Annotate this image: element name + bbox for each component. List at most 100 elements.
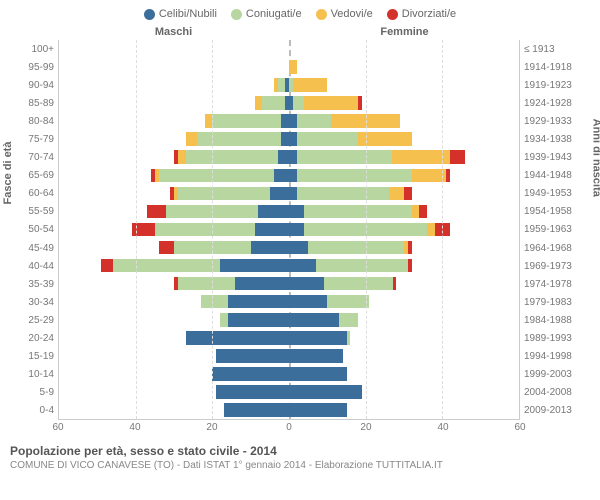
bar-female [289,259,519,273]
birth-label: 1939-1943 [524,149,590,167]
bar-row [59,58,519,76]
bar-segment [159,241,174,255]
bar-segment [289,259,316,273]
bar-segment [289,385,362,399]
bar-segment [358,96,362,110]
bar-segment [404,187,412,201]
legend-label: Celibi/Nubili [159,8,217,20]
bar-male [59,367,289,381]
y-axis-label-right: Anni di nascita [590,119,600,197]
birth-label: 1934-1938 [524,130,590,148]
age-label: 80-84 [10,112,54,130]
x-tick: 40 [129,422,140,433]
bar-female [289,42,519,56]
bar-female [289,367,519,381]
legend-swatch [316,9,327,20]
y-labels-age: 100+95-9990-9485-8980-8475-7970-7465-696… [10,40,58,420]
bar-segment [216,385,289,399]
bar-segment [427,223,435,237]
age-label: 5-9 [10,384,54,402]
y-axis-label-left: Fasce di età [2,142,14,205]
birth-label: 2004-2008 [524,384,590,402]
bar-male [59,385,289,399]
bar-female [289,150,519,164]
bar-segment [297,132,358,146]
bar-segment [327,295,369,309]
bar-male [59,241,289,255]
bar-row [59,220,519,238]
bar-female [289,96,519,110]
age-label: 50-54 [10,221,54,239]
bar-segment [408,259,412,273]
bar-row [59,94,519,112]
bar-segment [289,132,297,146]
bar-segment [262,96,285,110]
bar-row [59,401,519,419]
bar-segment [228,295,289,309]
legend-label: Divorziati/e [402,8,456,20]
bar-segment [393,277,397,291]
birth-label: 1949-1953 [524,185,590,203]
bar-segment [450,150,465,164]
bar-row [59,275,519,293]
bar-segment [186,150,278,164]
age-label: 45-49 [10,239,54,257]
bar-female [289,385,519,399]
grid-line [442,40,443,419]
birth-label: 1929-1933 [524,112,590,130]
age-label: 15-19 [10,348,54,366]
bar-segment [224,403,289,417]
bar-segment [220,259,289,273]
bar-segment [258,205,289,219]
bar-segment [186,331,290,345]
bar-segment [339,313,358,327]
birth-label: ≤ 1913 [524,40,590,58]
bar-segment [216,349,289,363]
birth-label: 1989-1993 [524,330,590,348]
bar-segment [289,331,347,345]
bar-segment [412,169,447,183]
bar-segment [289,277,324,291]
bar-female [289,223,519,237]
bar-male [59,187,289,201]
bar-male [59,150,289,164]
age-label: 85-89 [10,94,54,112]
bar-female [289,205,519,219]
bar-row [59,311,519,329]
birth-label: 1999-2003 [524,366,590,384]
age-label: 70-74 [10,149,54,167]
bar-segment [251,241,289,255]
x-tick: 60 [514,422,525,433]
bar-female [289,78,519,92]
birth-label: 1959-1963 [524,221,590,239]
age-label: 95-99 [10,58,54,76]
bar-female [289,187,519,201]
legend-label: Vedovi/e [331,8,373,20]
bar-segment [201,295,228,309]
grid-line [212,40,213,419]
bar-female [289,114,519,128]
header-male: Maschi [58,26,289,38]
bar-female [289,169,519,183]
age-label: 100+ [10,40,54,58]
bar-segment [389,187,404,201]
bars-area [58,40,520,420]
legend-item: Celibi/Nubili [144,8,217,20]
bar-female [289,403,519,417]
bar-male [59,277,289,291]
bar-segment [304,205,411,219]
bar-segment [324,277,393,291]
bar-segment [281,132,289,146]
bar-segment [159,169,274,183]
bar-male [59,96,289,110]
birth-label: 1954-1958 [524,203,590,221]
bar-row [59,293,519,311]
x-ticks: 6040200204060 [58,422,520,436]
bar-female [289,349,519,363]
age-label: 30-34 [10,293,54,311]
bar-segment [289,403,347,417]
bar-segment [155,223,255,237]
bar-segment [220,313,228,327]
bar-segment [101,259,113,273]
bar-segment [178,150,186,164]
